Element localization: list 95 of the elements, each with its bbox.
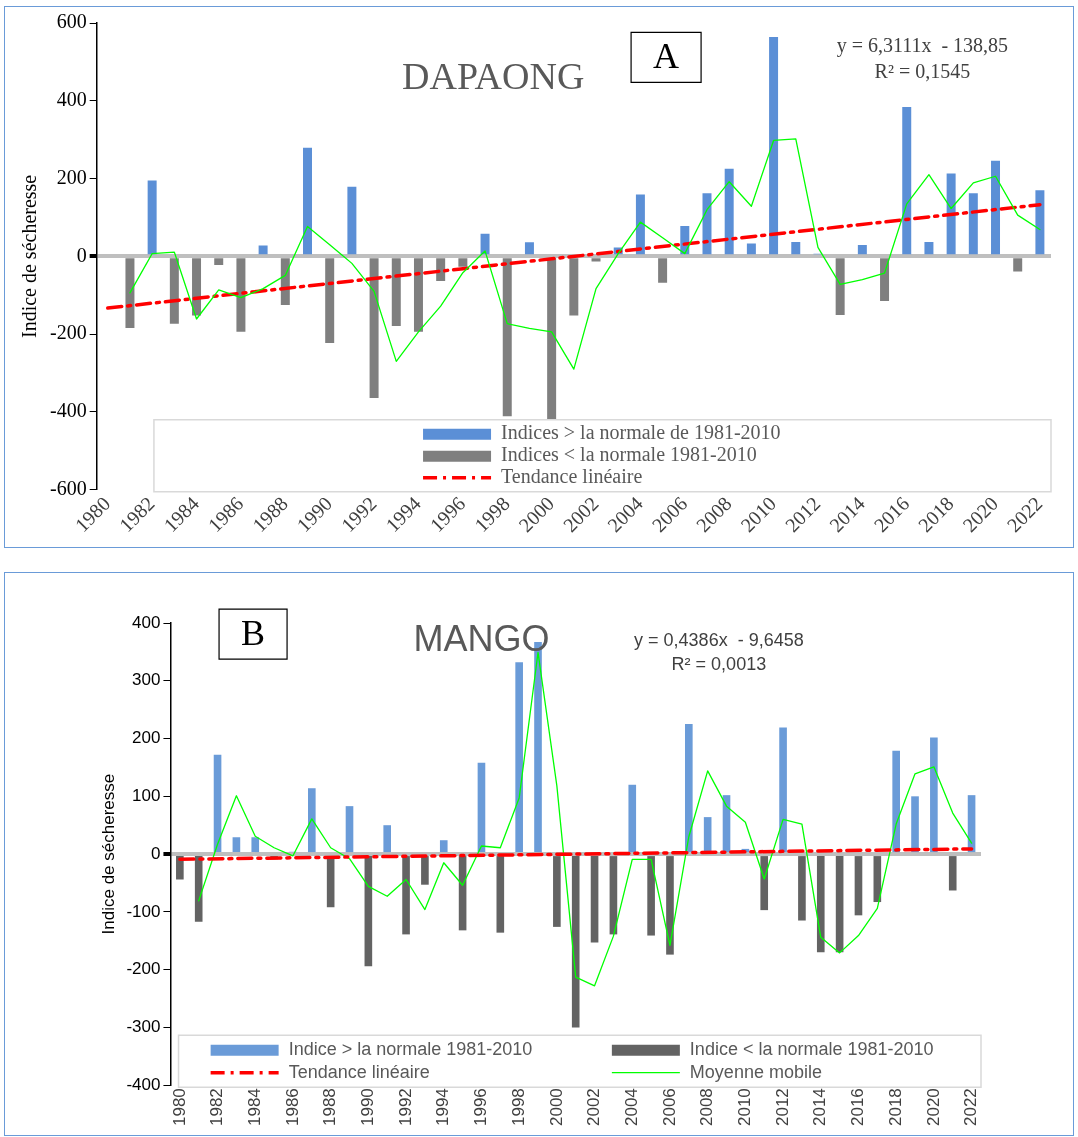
bar [991,160,1001,255]
x-tick-label: 2006 [659,1088,679,1127]
x-tick-label: 1996 [471,1088,491,1127]
bar [902,107,912,255]
bar [746,243,756,255]
x-tick-label: 1988 [320,1088,340,1127]
x-tick-label: 2004 [621,1088,641,1127]
annotation: y = 0,4386x - 9,6458 [634,630,804,651]
x-tick-label: 1986 [282,1088,302,1127]
legend-label: Indice < la normale 1981-2010 [689,1038,934,1059]
x-tick-label: 1992 [395,1088,415,1127]
bar [635,194,645,255]
legend-label: Indices < la normale 1981-2010 [501,443,757,465]
x-tick-label: 2022 [961,1088,981,1127]
legend-label: Tendance linéaire [288,1061,430,1082]
chart-title: MANGO [413,617,550,659]
bar [835,258,845,316]
x-tick-label: 2000 [546,1088,566,1127]
bar [524,242,534,255]
y-tick-label: 400 [56,88,87,111]
bar [192,258,202,316]
bar [880,258,890,302]
y-tick-label: 600 [56,10,87,33]
y-tick-label: -600 [49,477,87,499]
bar [236,258,246,332]
annotation: B [241,612,266,653]
bar [391,258,401,326]
y-tick-label: 200 [132,728,161,748]
bar [946,173,956,255]
y-tick-label: -200 [49,321,87,344]
bar [924,241,934,255]
bar [658,258,668,283]
annotation: R² = 0,0013 [671,654,767,675]
bar [857,245,867,255]
x-tick-label: 1982 [207,1088,227,1127]
bar [347,186,357,255]
x-tick-label: 1990 [292,492,337,537]
annotation: y = 6,3111x - 138,85 [836,34,1009,58]
annotation: R² = 0,1545 [874,60,971,83]
annotation: A [653,35,680,76]
bar [258,245,268,255]
bar [569,258,579,316]
bar [214,258,224,265]
x-tick-label: 2018 [885,1088,905,1127]
y-axis-title: Indice de sécheresse [18,174,41,338]
legend-label: Tendance linéaire [501,465,643,487]
bar [968,193,978,255]
bar [724,168,734,255]
y-axis-title: Indice de sécheresse [98,773,118,935]
x-tick-label: 1990 [358,1088,378,1127]
text: DAPAONG [402,55,585,98]
bar [458,258,468,267]
bar [791,241,801,255]
legend-label: Moyenne mobile [689,1061,822,1082]
x-tick-label: 2002 [584,1088,604,1127]
bar [147,180,157,255]
x-tick-label: 2008 [697,1088,717,1127]
y-tick-label: -400 [49,399,87,422]
x-tick-label: 2014 [810,1088,830,1127]
y-tick-label: -200 [126,959,161,979]
x-tick-label: 1984 [244,1088,264,1127]
y-tick-label: 0 [150,843,161,863]
y-tick-label: -300 [126,1017,161,1037]
x-tick-label: 1980 [169,1088,189,1127]
y-tick-label: 400 [132,612,161,632]
y-tick-label: -100 [126,901,161,921]
x-tick-label: 1988 [248,492,292,537]
y-tick-label: 100 [132,786,161,806]
bar [502,258,512,417]
bar [591,258,601,262]
x-tick-label: 2016 [848,1088,868,1127]
bar [1013,258,1023,272]
x-tick-label: 1994 [433,1088,453,1127]
bar [125,258,135,328]
legend-label: Indices > la normale de 1981-2010 [501,421,781,443]
bar [169,258,179,324]
legend-label: Indice > la normale 1981-2010 [288,1038,533,1059]
x-tick-label: 1998 [469,492,514,537]
x-tick-label: 1998 [508,1088,528,1127]
y-tick-label: 200 [56,165,87,188]
bar [480,233,490,255]
x-tick-label: 1982 [114,492,159,537]
bar [303,147,312,255]
bar [369,258,379,398]
x-tick-label: 2020 [923,1088,943,1127]
bar [436,258,446,281]
x-tick-label: 2012 [772,1088,792,1127]
bar [325,258,335,344]
bar [1035,190,1045,255]
y-tick-label: 300 [132,670,161,690]
x-tick-label: 2010 [735,1088,755,1127]
y-tick-label: -400 [126,1074,161,1094]
x-tick-label: 1992 [336,492,381,537]
y-tick-label: 0 [76,243,87,266]
bar [413,258,423,332]
